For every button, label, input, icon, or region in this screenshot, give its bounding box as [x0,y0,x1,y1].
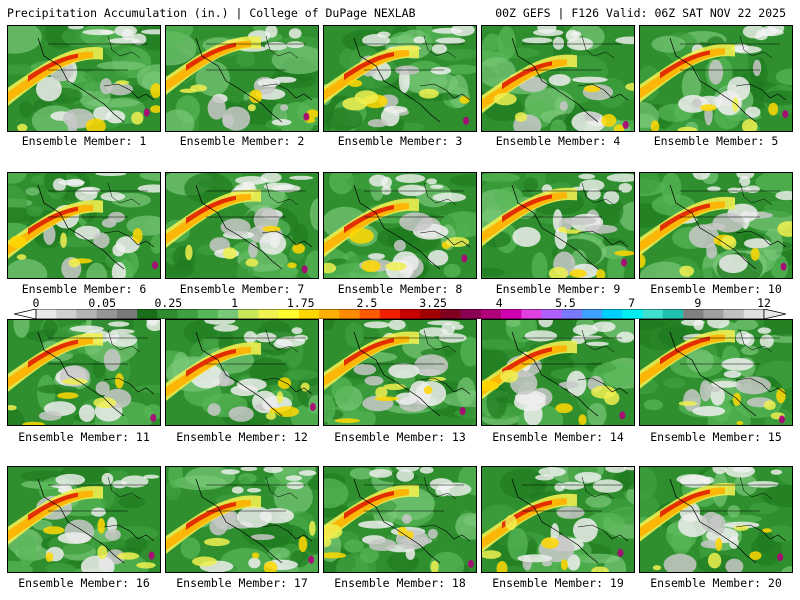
precip-colorbar [14,309,786,319]
colorbar-swatch [137,309,158,319]
colorbar-swatch [339,309,360,319]
colorbar-swatch [359,309,381,319]
ensemble-member-label: Ensemble Member: 9 [495,282,621,296]
colorbar-swatch [662,309,684,319]
ensemble-member-label: Ensemble Member: 10 [650,282,782,296]
colorbar-tick-label: 1 [231,296,238,310]
colorbar-swatch [218,309,239,319]
ensemble-member-label: Ensemble Member: 2 [179,134,305,148]
ensemble-member-map [165,319,319,426]
ensemble-member-label: Ensemble Member: 3 [337,134,463,148]
colorbar-swatch [197,309,219,319]
ensemble-member-map [323,25,477,132]
ensemble-member-label: Ensemble Member: 18 [334,576,466,590]
colorbar-swatch [541,309,563,319]
colorbar-swatch [258,309,279,319]
colorbar-swatch [319,309,340,319]
ensemble-member-map [639,466,793,573]
colorbar-swatch [56,309,77,319]
ensemble-member-label: Ensemble Member: 7 [179,282,305,296]
colorbar-swatch [420,309,441,319]
ensemble-member-label: Ensemble Member: 14 [492,430,624,444]
ensemble-member-label: Ensemble Member: 20 [650,576,782,590]
ensemble-member-map [481,319,635,426]
colorbar-swatch [622,309,643,319]
ensemble-member-map [323,319,477,426]
ensemble-member-map [7,172,161,279]
map-title: Precipitation Accumulation (in.) | Colle… [7,6,416,20]
ensemble-member-label: Ensemble Member: 5 [653,134,779,148]
ensemble-member-map [639,25,793,132]
colorbar-swatch [703,309,724,319]
colorbar-tick-label: 9 [694,296,702,310]
colorbar-tick-label: 0.05 [88,296,117,310]
ensemble-member-map [639,319,793,426]
ensemble-member-map [481,25,635,132]
ensemble-member-label: Ensemble Member: 4 [495,134,621,148]
ensemble-member-map [7,466,161,573]
colorbar-swatch [561,309,583,319]
colorbar-swatch [480,309,502,319]
colorbar-swatch [582,309,603,319]
ensemble-member-map [7,25,161,132]
colorbar-swatch [238,309,259,319]
ensemble-member-map [165,25,319,132]
ensemble-member-label: Ensemble Member: 17 [176,576,308,590]
ensemble-member-map [481,172,635,279]
ensemble-member-map [165,466,319,573]
colorbar-swatch [96,309,118,319]
colorbar-swatch [177,309,199,319]
ensemble-member-label: Ensemble Member: 15 [650,430,782,444]
colorbar-swatch [400,309,421,319]
ensemble-member-label: Ensemble Member: 19 [492,576,624,590]
ensemble-member-map [165,172,319,279]
colorbar-tick-label: 4 [495,296,503,310]
colorbar-swatch [76,309,97,319]
colorbar-swatch [743,309,765,319]
ensemble-member-label: Ensemble Member: 1 [21,134,147,148]
colorbar-swatch [36,309,57,319]
colorbar-swatch [278,309,300,319]
run-valid-time: 00Z GEFS | F126 Valid: 06Z SAT NOV 22 20… [495,6,786,20]
ensemble-member-label: Ensemble Member: 13 [334,430,466,444]
colorbar-swatch [379,309,401,319]
colorbar-tick-label: 5.5 [555,296,576,310]
ensemble-member-map [639,172,793,279]
colorbar-swatch [440,309,461,319]
ensemble-member-label: Ensemble Member: 8 [337,282,463,296]
ensemble-member-map [323,172,477,279]
colorbar-swatch [521,309,542,319]
ensemble-member-label: Ensemble Member: 12 [176,430,308,444]
colorbar-tick-label: 7 [628,296,636,310]
colorbar-tick-label: 0.25 [154,296,183,310]
colorbar-swatch [501,309,522,319]
colorbar-swatch [116,309,138,319]
colorbar-swatch [602,309,623,319]
ensemble-member-label: Ensemble Member: 16 [18,576,150,590]
colorbar-tick-label: 12 [757,296,771,310]
ensemble-member-map [7,319,161,426]
colorbar-swatch [683,309,704,319]
ensemble-member-label: Ensemble Member: 6 [21,282,147,296]
colorbar-tick-label: 0 [32,296,40,310]
colorbar-swatch [157,309,178,319]
colorbar-tick-label: 2.5 [356,296,378,310]
colorbar-swatch [298,309,320,319]
colorbar-swatch [723,309,745,319]
ensemble-member-map [323,466,477,573]
colorbar-tick-label: 3.25 [419,296,447,310]
colorbar-tick-label: 1.75 [286,296,315,310]
ensemble-member-map [481,466,635,573]
colorbar-swatch [460,309,482,319]
ensemble-member-label: Ensemble Member: 11 [18,430,150,444]
colorbar-swatch [642,309,664,319]
